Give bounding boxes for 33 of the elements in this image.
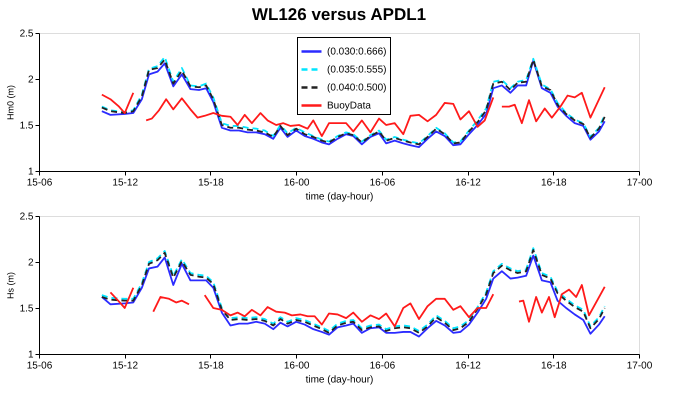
x-tick-label: 15-12 <box>112 360 138 372</box>
y-tick-label: 2 <box>28 74 34 86</box>
y-tick-label: 1.5 <box>20 120 34 132</box>
y-tick-label: 1 <box>28 166 34 178</box>
x-tick-label: 16-12 <box>455 360 482 372</box>
y-tick-label: 2.5 <box>20 212 34 222</box>
x-axis-title: time (day-hour) <box>306 192 374 202</box>
x-tick-label: 16-00 <box>284 178 310 188</box>
y-tick-label: 1.5 <box>20 304 34 314</box>
y-axis-title: Hs (m) <box>6 272 16 299</box>
x-tick-label: 17-00 <box>626 178 653 188</box>
x-tick-label: 16-06 <box>370 178 396 188</box>
y-tick-label: 2.5 <box>20 28 34 40</box>
legend-label: BuoyData <box>327 100 372 112</box>
x-tick-label: 16-06 <box>370 360 396 372</box>
legend-label: (0.035:0.555) <box>327 64 386 76</box>
x-tick-label: 15-06 <box>26 360 53 372</box>
x-tick-label: 16-00 <box>284 360 310 372</box>
x-axis-title: time (day-hour) <box>306 374 374 386</box>
x-tick-label: 15-12 <box>112 178 138 188</box>
y-tick-label: 1 <box>28 350 34 360</box>
legend-label: (0.040:0.500) <box>327 82 386 94</box>
x-tick-label: 17-00 <box>626 360 653 372</box>
x-tick-label: 15-18 <box>198 178 224 188</box>
x-tick-label: 15-06 <box>26 178 53 188</box>
x-tick-label: 16-18 <box>540 178 568 188</box>
x-tick-label: 16-12 <box>455 178 482 188</box>
y-axis-title: Hm0 (m) <box>6 85 16 120</box>
x-tick-label: 16-18 <box>540 360 568 372</box>
y-tick-label: 2 <box>28 258 34 268</box>
x-tick-label: 15-18 <box>198 360 224 372</box>
legend-label: (0.030:0.666) <box>327 46 386 58</box>
chart-title: WL126 versus APDL1 <box>252 5 426 24</box>
